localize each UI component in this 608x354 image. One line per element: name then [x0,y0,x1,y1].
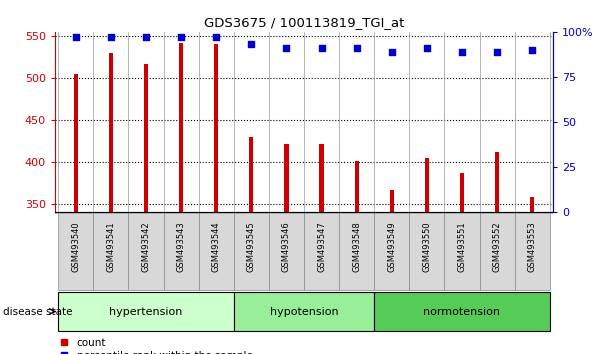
Point [317,45,326,51]
FancyBboxPatch shape [128,212,164,290]
Point [387,49,396,55]
Text: GSM493547: GSM493547 [317,222,326,273]
Point [71,34,81,40]
Text: GSM493543: GSM493543 [176,222,185,273]
Point [212,34,221,40]
Text: GSM493551: GSM493551 [457,222,466,272]
Bar [74,74,78,212]
FancyBboxPatch shape [269,212,304,290]
FancyBboxPatch shape [304,212,339,290]
Point [492,49,502,55]
Text: GSM493541: GSM493541 [106,222,116,272]
Bar [144,64,148,212]
Bar [390,190,394,212]
Bar [530,197,534,212]
FancyBboxPatch shape [339,212,374,290]
Bar [495,152,499,212]
FancyBboxPatch shape [514,212,550,290]
Point [352,45,362,51]
Text: hypotension: hypotension [270,307,338,316]
Bar [425,158,429,212]
Text: GSM493546: GSM493546 [282,222,291,273]
Bar [319,143,323,212]
Text: GSM493553: GSM493553 [528,222,537,273]
Bar [214,45,218,212]
Text: GSM493548: GSM493548 [352,222,361,273]
Text: disease state: disease state [3,307,72,316]
FancyBboxPatch shape [409,212,444,290]
FancyBboxPatch shape [374,292,550,331]
FancyBboxPatch shape [164,212,199,290]
Point [176,34,186,40]
FancyBboxPatch shape [94,212,128,290]
Bar [249,137,254,212]
FancyBboxPatch shape [58,292,234,331]
Text: GSM493540: GSM493540 [71,222,80,272]
FancyBboxPatch shape [444,212,480,290]
FancyBboxPatch shape [199,212,234,290]
Text: normotension: normotension [424,307,500,316]
Text: GSM493544: GSM493544 [212,222,221,272]
Point [527,47,537,53]
Text: hypertension: hypertension [109,307,182,316]
Bar [179,43,183,212]
Text: GSM493545: GSM493545 [247,222,256,272]
Point [106,34,116,40]
Point [246,42,256,47]
Point [457,49,467,55]
Point [141,34,151,40]
Legend: count, percentile rank within the sample: count, percentile rank within the sample [60,338,252,354]
FancyBboxPatch shape [58,212,94,290]
FancyBboxPatch shape [234,212,269,290]
FancyBboxPatch shape [480,212,514,290]
Title: GDS3675 / 100113819_TGI_at: GDS3675 / 100113819_TGI_at [204,16,404,29]
Bar [460,173,464,212]
Text: GSM493549: GSM493549 [387,222,396,272]
Bar [285,144,289,212]
Bar [354,161,359,212]
Point [422,45,432,51]
Text: GSM493552: GSM493552 [492,222,502,272]
Bar [109,53,113,212]
Point [282,45,291,51]
FancyBboxPatch shape [234,292,374,331]
Text: GSM493542: GSM493542 [142,222,151,272]
FancyBboxPatch shape [374,212,409,290]
Text: GSM493550: GSM493550 [423,222,432,272]
